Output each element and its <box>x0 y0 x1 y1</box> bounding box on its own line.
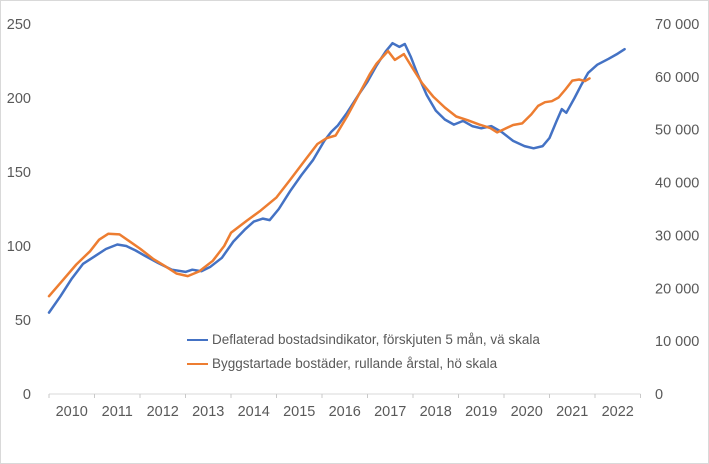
y-axis-left-label-50: 50 <box>15 313 31 329</box>
legend: Deflaterad bostadsindikator, förskjuten … <box>187 331 540 372</box>
x-axis-label-2010: 2010 <box>56 404 88 420</box>
y-axis-right-label-40000: 40 000 <box>655 176 699 192</box>
x-axis-label-2012: 2012 <box>147 404 179 420</box>
x-axis-label-2019: 2019 <box>465 404 497 420</box>
x-axis-label-2015: 2015 <box>283 404 315 420</box>
legend-label-byggstartade: Byggstartade bostäder, rullande årstal, … <box>212 356 498 371</box>
y-axis-right-label-0: 0 <box>655 387 663 403</box>
x-axis-label-2014: 2014 <box>238 404 270 420</box>
legend-label-bostadsindikator: Deflaterad bostadsindikator, förskjuten … <box>212 332 540 347</box>
x-axis-label-2016: 2016 <box>329 404 361 420</box>
series-line-orange <box>47 49 591 298</box>
y-axis-right-label-30000: 30 000 <box>655 228 699 244</box>
x-axis-label-2022: 2022 <box>602 404 634 420</box>
x-axis-label-2017: 2017 <box>374 404 406 420</box>
x-axis-label-2011: 2011 <box>102 404 133 420</box>
legend-item-bostadsindikator: Deflaterad bostadsindikator, förskjuten … <box>187 331 540 348</box>
y-axis-right-label-20000: 20 000 <box>655 281 699 297</box>
y-axis-left-label-0: 0 <box>23 387 31 403</box>
y-axis-left-label-250: 250 <box>7 17 31 33</box>
y-axis-right-label-60000: 60 000 <box>655 70 699 86</box>
legend-blue-line-swatch <box>187 338 208 341</box>
x-axis-label-2018: 2018 <box>420 404 452 420</box>
x-axis-label-2013: 2013 <box>192 404 224 420</box>
series-line-blue <box>47 41 626 314</box>
y-axis-left-label-100: 100 <box>7 239 31 255</box>
y-axis-right-label-50000: 50 000 <box>655 123 699 139</box>
y-axis-left-label-150: 150 <box>7 165 31 181</box>
y-axis-left-label-200: 200 <box>7 91 31 107</box>
legend-item-byggstartade: Byggstartade bostäder, rullande årstal, … <box>187 355 540 372</box>
x-axis-label-2021: 2021 <box>556 404 588 420</box>
legend-orange-line-swatch <box>187 362 208 365</box>
y-axis-right-label-10000: 10 000 <box>655 334 699 350</box>
x-axis-label-2020: 2020 <box>511 404 543 420</box>
y-axis-right-label-70000: 70 000 <box>655 17 699 33</box>
